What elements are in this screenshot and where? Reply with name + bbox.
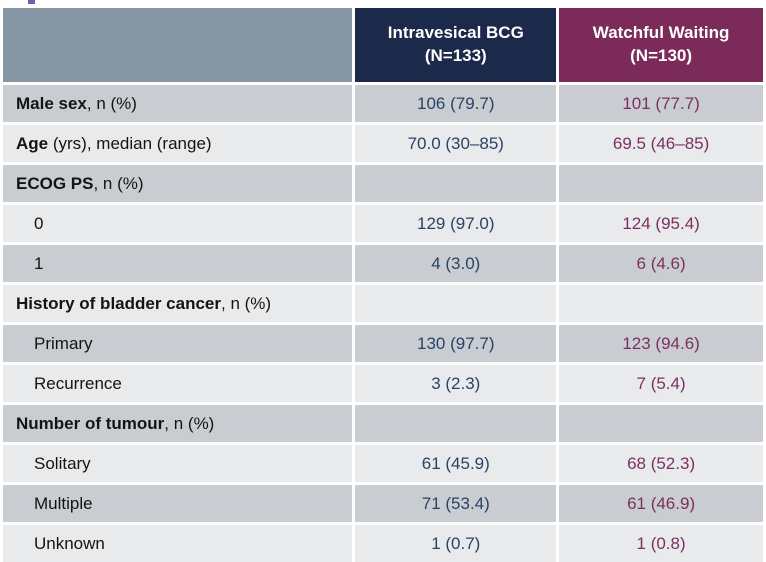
ww-value-cell [559, 285, 763, 322]
bcg-value-cell: 61 (45.9) [355, 445, 557, 482]
ww-header-line1: Watchful Waiting [592, 23, 730, 43]
row-label-cell: Age (yrs), median (range) [3, 125, 353, 162]
bcg-value-cell: 71 (53.4) [355, 485, 557, 522]
table-row: 0 129 (97.0) 124 (95.4) [3, 205, 763, 242]
table-row: Recurrence 3 (2.3) 7 (5.4) [3, 365, 763, 402]
ww-value-cell: 6 (4.6) [559, 245, 763, 282]
table-row: Primary 130 (97.7) 123 (94.6) [3, 325, 763, 362]
row-label-cell: History of bladder cancer, n (%) [3, 285, 353, 322]
bcg-value-cell: 70.0 (30–85) [355, 125, 557, 162]
ww-value-cell: 1 (0.8) [559, 525, 763, 562]
table-row: Unknown 1 (0.7) 1 (0.8) [3, 525, 763, 562]
bcg-value-cell: 1 (0.7) [355, 525, 557, 562]
row-label-cell: ECOG PS, n (%) [3, 165, 353, 202]
row-label-cell: Male sex, n (%) [3, 85, 353, 122]
row-label-cell: Unknown [3, 525, 353, 562]
table-row: History of bladder cancer, n (%) [3, 285, 763, 322]
row-label-cell: Multiple [3, 485, 353, 522]
ww-value-cell: 7 (5.4) [559, 365, 763, 402]
table-row: ECOG PS, n (%) [3, 165, 763, 202]
row-label-cell: 0 [3, 205, 353, 242]
header-row: Intravesical BCG (N=133) Watchful Waitin… [3, 8, 763, 82]
bcg-header-line2: (N=133) [424, 46, 487, 65]
table-row: Multiple 71 (53.4) 61 (46.9) [3, 485, 763, 522]
bcg-value-cell: 4 (3.0) [355, 245, 557, 282]
table-row: Solitary 61 (45.9) 68 (52.3) [3, 445, 763, 482]
bcg-value-cell: 130 (97.7) [355, 325, 557, 362]
bcg-value-cell [355, 405, 557, 442]
table-row: Age (yrs), median (range) 70.0 (30–85) 6… [3, 125, 763, 162]
column-header-ww: Watchful Waiting (N=130) [559, 8, 763, 82]
ww-value-cell: 123 (94.6) [559, 325, 763, 362]
ww-value-cell: 69.5 (46–85) [559, 125, 763, 162]
bcg-header-line1: Intravesical BCG [387, 23, 524, 43]
ww-value-cell [559, 405, 763, 442]
ww-value-cell: 124 (95.4) [559, 205, 763, 242]
row-label-cell: 1 [3, 245, 353, 282]
row-label-cell: Primary [3, 325, 353, 362]
table-row: 1 4 (3.0) 6 (4.6) [3, 245, 763, 282]
ww-value-cell: 61 (46.9) [559, 485, 763, 522]
table-row: Number of tumour, n (%) [3, 405, 763, 442]
title-remnant-mark [28, 0, 35, 4]
ww-value-cell: 68 (52.3) [559, 445, 763, 482]
row-label-cell: Solitary [3, 445, 353, 482]
bcg-value-cell [355, 285, 557, 322]
ww-value-cell: 101 (77.7) [559, 85, 763, 122]
bcg-value-cell: 3 (2.3) [355, 365, 557, 402]
column-header-blank [3, 8, 353, 82]
bcg-value-cell: 106 (79.7) [355, 85, 557, 122]
ww-value-cell [559, 165, 763, 202]
ww-header-line2: (N=130) [630, 46, 693, 65]
row-label-cell: Number of tumour, n (%) [3, 405, 353, 442]
bcg-value-cell [355, 165, 557, 202]
table-row: Male sex, n (%) 106 (79.7) 101 (77.7) [3, 85, 763, 122]
bcg-value-cell: 129 (97.0) [355, 205, 557, 242]
column-header-bcg: Intravesical BCG (N=133) [355, 8, 557, 82]
baseline-characteristics-table: Intravesical BCG (N=133) Watchful Waitin… [0, 5, 766, 562]
row-label-cell: Recurrence [3, 365, 353, 402]
